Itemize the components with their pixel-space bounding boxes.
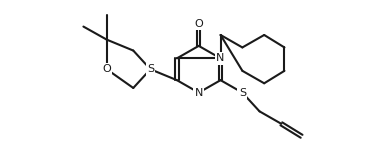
Text: S: S: [239, 88, 246, 98]
Text: N: N: [194, 88, 203, 98]
Text: N: N: [216, 53, 225, 63]
Text: O: O: [102, 64, 111, 74]
Text: S: S: [147, 64, 154, 74]
Text: O: O: [194, 19, 203, 29]
